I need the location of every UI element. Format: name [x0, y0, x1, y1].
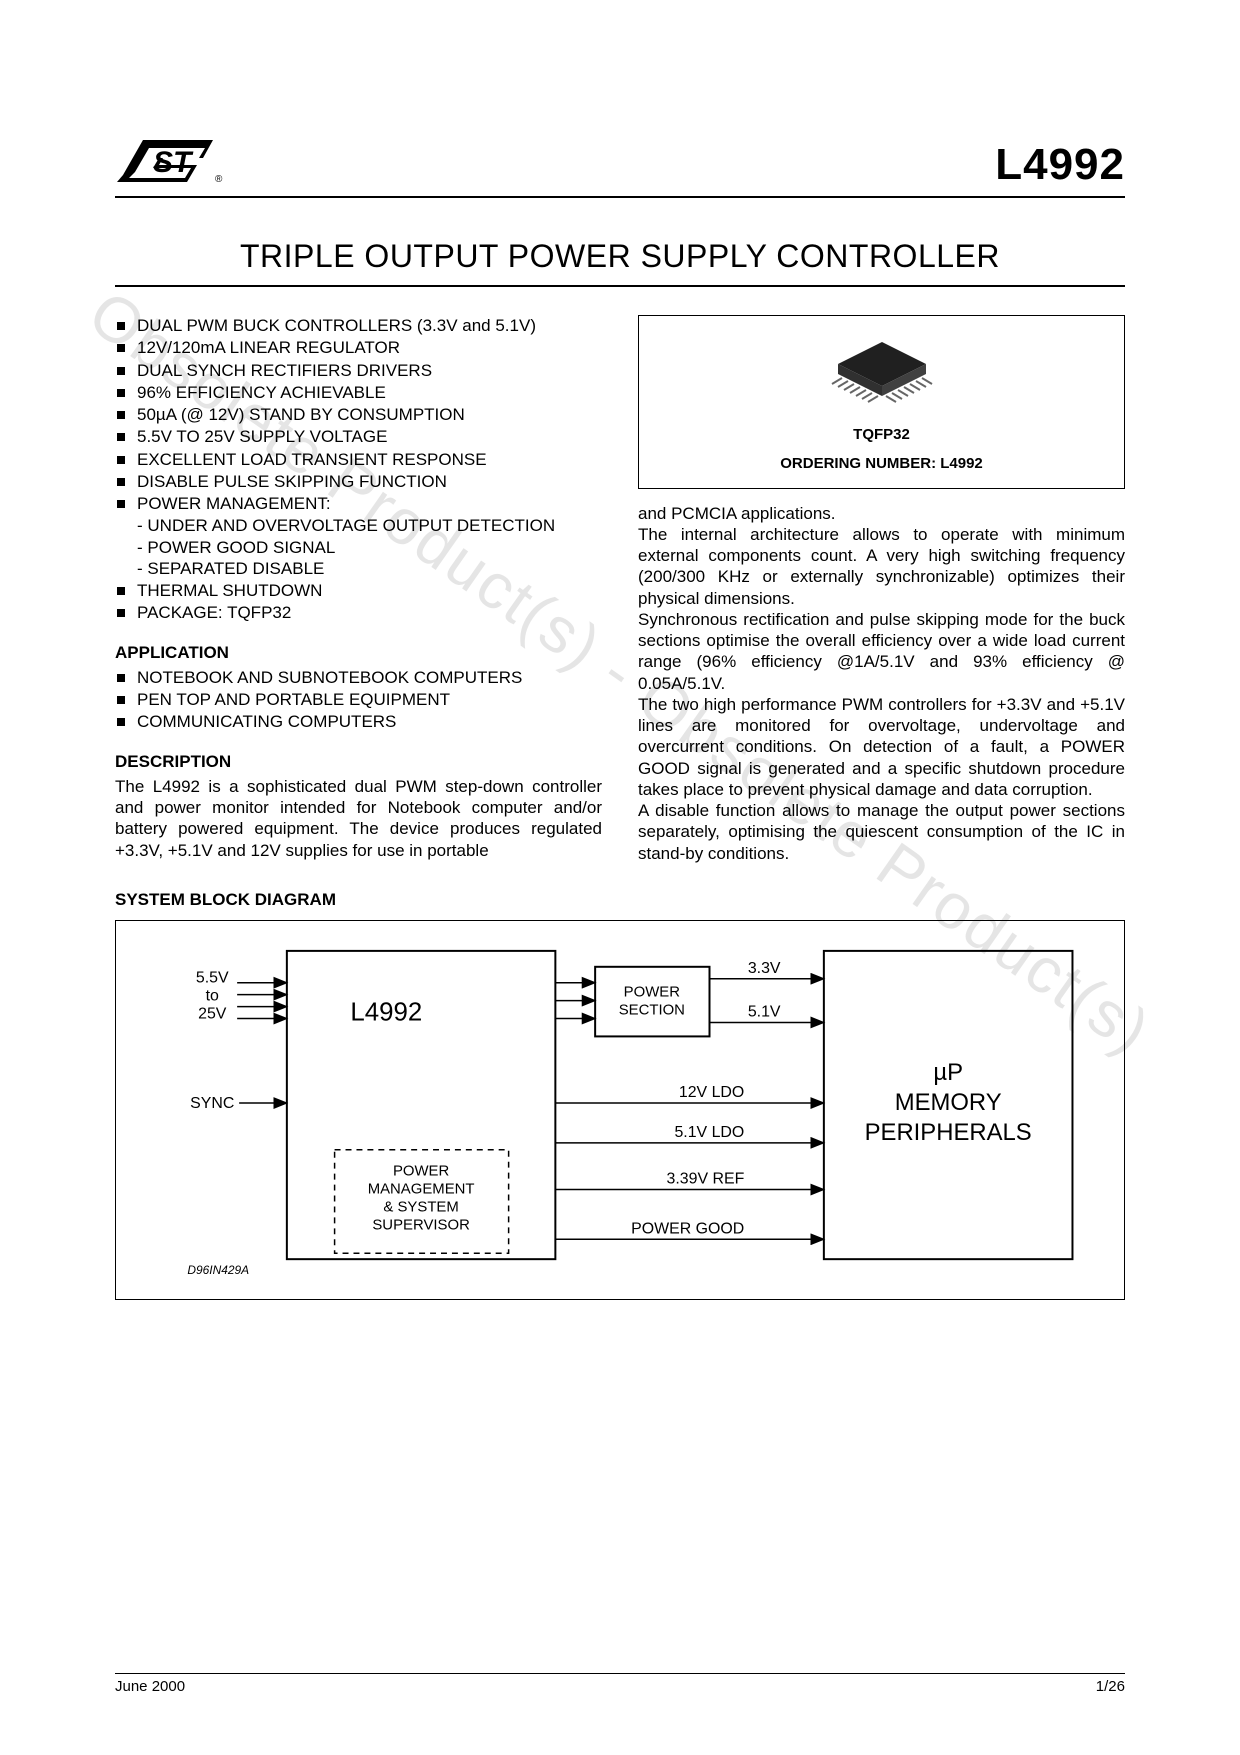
feature-item: DISABLE PULSE SKIPPING FUNCTION — [115, 471, 602, 492]
svg-text:5.5V: 5.5V — [196, 969, 229, 986]
content-columns: DUAL PWM BUCK CONTROLLERS (3.3V and 5.1V… — [115, 315, 1125, 864]
features-list: DUAL PWM BUCK CONTROLLERS (3.3V and 5.1V… — [115, 315, 602, 624]
desc-right-4: The two high performance PWM controllers… — [638, 694, 1125, 800]
svg-text:5.1V: 5.1V — [748, 1003, 781, 1020]
feature-item: PACKAGE: TQFP32 — [115, 602, 602, 623]
svg-text:25V: 25V — [198, 1005, 227, 1022]
chip-icon — [822, 334, 942, 414]
desc-right-5: A disable function allows to manage the … — [638, 800, 1125, 864]
right-column: TQFP32 ORDERING NUMBER: L4992 and PCMCIA… — [638, 315, 1125, 864]
package-label: TQFP32 — [659, 426, 1104, 445]
desc-right-2: The internal architecture allows to oper… — [638, 524, 1125, 609]
diagram-heading: SYSTEM BLOCK DIAGRAM — [115, 890, 1125, 910]
feature-item: 12V/120mA LINEAR REGULATOR — [115, 337, 602, 358]
svg-text:MANAGEMENT: MANAGEMENT — [368, 1181, 475, 1197]
svg-text:5.1V LDO: 5.1V LDO — [674, 1124, 744, 1141]
svg-text:to: to — [206, 987, 219, 1004]
product-box: TQFP32 ORDERING NUMBER: L4992 — [638, 315, 1125, 489]
footer-page: 1/26 — [1096, 1678, 1125, 1695]
application-item: PEN TOP AND PORTABLE EQUIPMENT — [115, 689, 602, 710]
svg-text:POWER GOOD: POWER GOOD — [631, 1220, 744, 1237]
feature-item: EXCELLENT LOAD TRANSIENT RESPONSE — [115, 449, 602, 470]
page-footer: June 2000 1/26 — [115, 1673, 1125, 1695]
block-diagram-svg: L4992 POWER MANAGEMENT & SYSTEM SUPERVIS… — [126, 931, 1114, 1289]
feature-item: THERMAL SHUTDOWN — [115, 580, 602, 601]
pm-sub-items: - UNDER AND OVERVOLTAGE OUTPUT DETECTION… — [137, 515, 602, 579]
description-left: The L4992 is a sophisticated dual PWM st… — [115, 776, 602, 861]
svg-text:®: ® — [215, 174, 223, 185]
feature-item: DUAL SYNCH RECTIFIERS DRIVERS — [115, 360, 602, 381]
block-diagram: L4992 POWER MANAGEMENT & SYSTEM SUPERVIS… — [115, 920, 1125, 1300]
svg-text:ST: ST — [153, 146, 194, 179]
datasheet-page: Obsolete Product(s) - Obsolete Product(s… — [0, 0, 1240, 1300]
ordering-label: ORDERING NUMBER: L4992 — [659, 455, 1104, 474]
svg-text:PERIPHERALS: PERIPHERALS — [865, 1119, 1032, 1146]
left-column: DUAL PWM BUCK CONTROLLERS (3.3V and 5.1V… — [115, 315, 602, 864]
part-number: L4992 — [995, 140, 1125, 190]
application-heading: APPLICATION — [115, 642, 602, 663]
st-logo: ST ® — [115, 130, 225, 190]
svg-text:SUPERVISOR: SUPERVISOR — [372, 1217, 470, 1233]
svg-text:D96IN429A: D96IN429A — [187, 1263, 249, 1277]
title-wrap: TRIPLE OUTPUT POWER SUPPLY CONTROLLER — [115, 198, 1125, 287]
feature-item: DUAL PWM BUCK CONTROLLERS (3.3V and 5.1V… — [115, 315, 602, 336]
svg-text:3.39V REF: 3.39V REF — [666, 1170, 744, 1187]
description-heading: DESCRIPTION — [115, 751, 602, 772]
desc-right-1: and PCMCIA applications. — [638, 503, 1125, 524]
feature-item: 50µA (@ 12V) STAND BY CONSUMPTION — [115, 404, 602, 425]
desc-right-3: Synchronous rectification and pulse skip… — [638, 609, 1125, 694]
feature-item: 96% EFFICIENCY ACHIEVABLE — [115, 382, 602, 403]
svg-text:µP: µP — [933, 1059, 963, 1086]
diagram-chip-label: L4992 — [350, 998, 422, 1026]
svg-text:MEMORY: MEMORY — [895, 1089, 1002, 1116]
svg-text:3.3V: 3.3V — [748, 960, 781, 977]
svg-text:SECTION: SECTION — [619, 1002, 685, 1018]
application-item: NOTEBOOK AND SUBNOTEBOOK COMPUTERS — [115, 667, 602, 688]
pm-sub-item: - SEPARATED DISABLE — [137, 558, 602, 579]
page-header: ST ® L4992 — [115, 130, 1125, 198]
application-list: NOTEBOOK AND SUBNOTEBOOK COMPUTERS PEN T… — [115, 667, 602, 733]
application-item: COMMUNICATING COMPUTERS — [115, 711, 602, 732]
feature-item: POWER MANAGEMENT: - UNDER AND OVERVOLTAG… — [115, 493, 602, 579]
pm-sub-item: - POWER GOOD SIGNAL — [137, 537, 602, 558]
svg-text:POWER: POWER — [624, 984, 681, 1000]
svg-text:12V LDO: 12V LDO — [679, 1084, 744, 1101]
svg-text:SYNC: SYNC — [190, 1095, 234, 1112]
pm-head: POWER MANAGEMENT: — [137, 494, 331, 513]
pm-sub-item: - UNDER AND OVERVOLTAGE OUTPUT DETECTION — [137, 515, 602, 536]
feature-item: 5.5V TO 25V SUPPLY VOLTAGE — [115, 426, 602, 447]
svg-text:& SYSTEM: & SYSTEM — [383, 1199, 458, 1215]
page-title: TRIPLE OUTPUT POWER SUPPLY CONTROLLER — [115, 238, 1125, 275]
footer-date: June 2000 — [115, 1678, 185, 1695]
svg-text:POWER: POWER — [393, 1163, 450, 1179]
